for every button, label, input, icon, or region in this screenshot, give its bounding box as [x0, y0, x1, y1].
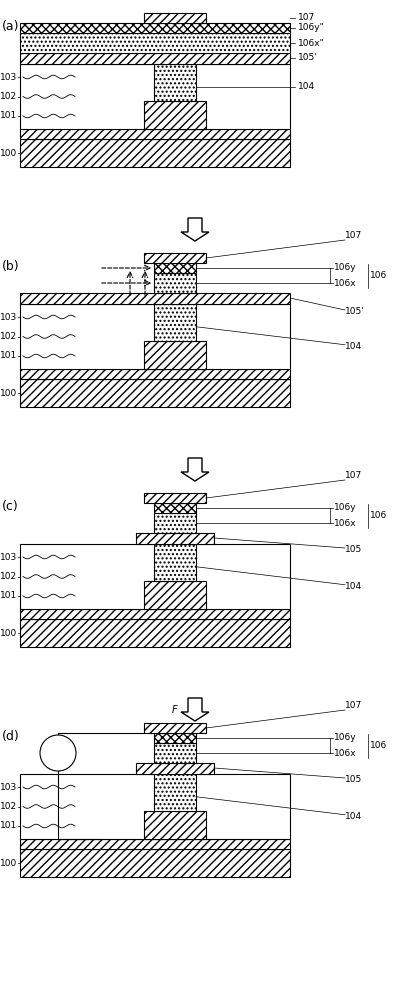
Text: 104: 104	[298, 82, 315, 91]
Bar	[154, 304, 196, 341]
Text: 100: 100	[0, 858, 17, 867]
Text: 102: 102	[0, 802, 17, 811]
Bar	[144, 253, 206, 263]
Text: 103: 103	[0, 73, 17, 82]
Text: 107: 107	[298, 13, 315, 22]
Text: 103: 103	[0, 312, 17, 322]
Bar	[20, 619, 290, 647]
Bar	[154, 733, 196, 743]
Bar	[136, 763, 214, 774]
Polygon shape	[181, 458, 209, 481]
Bar	[144, 341, 206, 369]
Bar	[20, 293, 290, 304]
Text: 106x: 106x	[334, 518, 356, 528]
Bar	[20, 369, 290, 379]
Text: 101: 101	[0, 822, 17, 830]
Text: 101: 101	[0, 352, 17, 360]
Text: 106y: 106y	[334, 504, 356, 512]
Text: 106y: 106y	[334, 263, 356, 272]
Bar	[20, 23, 290, 33]
Bar	[20, 849, 290, 877]
Text: 106x: 106x	[334, 278, 356, 288]
Text: 101: 101	[0, 591, 17, 600]
Text: 103: 103	[0, 552, 17, 562]
Text: 105': 105'	[345, 308, 365, 316]
Text: 100: 100	[0, 148, 17, 157]
Bar	[154, 64, 196, 101]
Text: 105: 105	[345, 776, 362, 784]
Bar	[20, 379, 290, 407]
Text: 100: 100	[0, 629, 17, 638]
Text: 104: 104	[345, 812, 362, 821]
Text: 106y: 106y	[334, 734, 356, 742]
Text: 102: 102	[0, 92, 17, 101]
Bar	[154, 513, 196, 533]
Bar	[144, 811, 206, 839]
Bar	[20, 139, 290, 167]
Text: 100: 100	[0, 388, 17, 397]
Bar	[20, 33, 290, 53]
Circle shape	[40, 735, 76, 771]
Text: 105: 105	[345, 546, 362, 554]
Text: 106: 106	[370, 741, 387, 750]
Polygon shape	[181, 698, 209, 721]
Bar	[136, 533, 214, 544]
Bar	[144, 101, 206, 129]
Text: 107: 107	[345, 472, 362, 481]
Bar	[154, 774, 196, 811]
Bar	[154, 263, 196, 273]
Text: V: V	[55, 748, 61, 758]
Bar	[154, 544, 196, 581]
Bar	[20, 304, 290, 369]
Bar	[20, 774, 290, 839]
Text: 104: 104	[345, 582, 362, 591]
Text: (a): (a)	[2, 20, 20, 33]
Bar	[144, 493, 206, 503]
Bar	[20, 544, 290, 609]
Polygon shape	[181, 218, 209, 241]
Text: 104: 104	[345, 342, 362, 351]
Bar	[144, 13, 206, 23]
Text: 107: 107	[345, 702, 362, 710]
Text: 103: 103	[0, 782, 17, 792]
Bar	[154, 503, 196, 513]
Text: 105': 105'	[298, 53, 318, 62]
Bar	[20, 64, 290, 129]
Bar	[154, 273, 196, 293]
Bar	[144, 581, 206, 609]
Text: F: F	[172, 705, 178, 715]
Text: 106x": 106x"	[298, 38, 325, 47]
Text: 106: 106	[370, 511, 387, 520]
Bar	[20, 129, 290, 139]
Bar	[20, 839, 290, 849]
Bar	[144, 723, 206, 733]
Text: 101: 101	[0, 111, 17, 120]
Text: 106: 106	[370, 271, 387, 280]
Text: 102: 102	[0, 572, 17, 581]
Text: 106y": 106y"	[298, 23, 325, 32]
Text: 107: 107	[345, 232, 362, 240]
Text: 102: 102	[0, 332, 17, 341]
Bar	[20, 53, 290, 64]
Bar	[154, 743, 196, 763]
Text: (d): (d)	[2, 730, 20, 743]
Text: (c): (c)	[2, 500, 19, 513]
Text: (b): (b)	[2, 260, 20, 273]
Bar	[20, 609, 290, 619]
Text: 106x: 106x	[334, 748, 356, 758]
